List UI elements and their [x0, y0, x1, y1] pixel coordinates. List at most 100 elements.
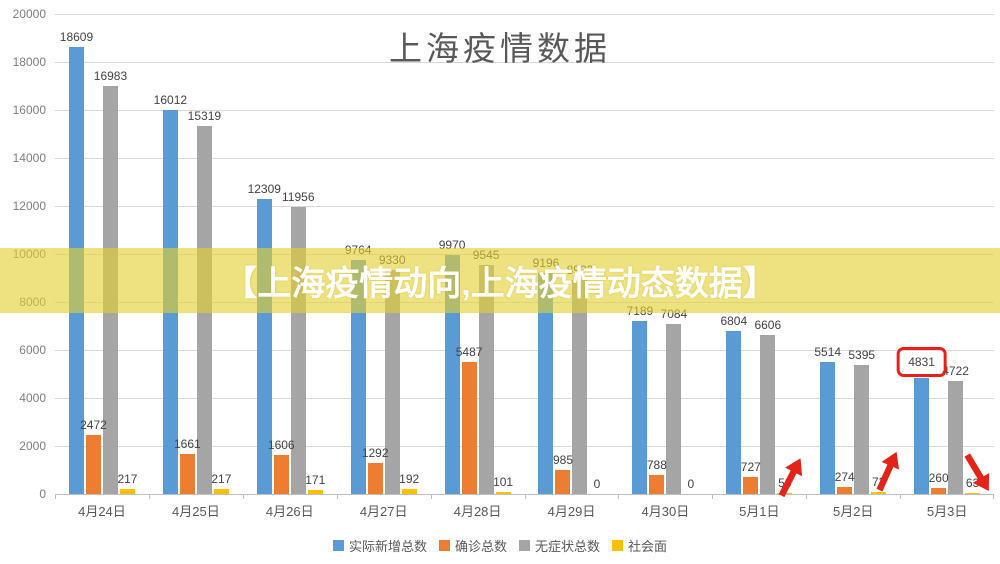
bar-fill	[854, 364, 870, 494]
bar-value-label: 6804	[720, 313, 748, 328]
legend-swatch-icon	[519, 540, 530, 551]
bar-group: 997054879545101	[431, 14, 525, 494]
grid-line	[55, 206, 994, 207]
grid-line	[55, 446, 994, 447]
legend-swatch-icon	[612, 540, 624, 551]
bar-fill	[273, 455, 289, 494]
trend-arrow-up-icon	[773, 454, 810, 501]
bar-value-label: 12309	[247, 181, 281, 196]
bar-fill	[931, 487, 947, 494]
bar-group: 6804727660658	[712, 14, 806, 494]
bar-value-label: 1661	[174, 437, 201, 452]
bar-group: 4831 260 4722 63	[896, 14, 994, 494]
x-axis-tick	[55, 494, 56, 499]
bar-fill	[760, 335, 776, 494]
y-tick-label: 6000	[19, 343, 46, 357]
bar-groups: 18609 2472 16983 217 16012 1661 15319 217 12309 1…	[55, 14, 994, 494]
x-axis-tick	[524, 494, 526, 499]
x-category-label: 4月30日	[641, 504, 690, 519]
bar-fill	[350, 259, 366, 494]
plot-area: 18609 2472 16983 217 16012 1661 15319 217 12309 1…	[55, 14, 994, 495]
bar-value-label: 260	[928, 470, 949, 485]
bar-fill	[213, 488, 229, 494]
legend-item: 确诊总数	[438, 536, 507, 555]
bar-value-label: 1292	[361, 446, 389, 460]
bar-fill	[401, 489, 417, 494]
bar-fill	[179, 454, 195, 494]
bar-value-label: 192	[399, 472, 420, 487]
bar-value-label: 101	[493, 474, 514, 489]
bar-value-label: 274	[834, 470, 855, 485]
bar-value-label: 171	[305, 472, 326, 487]
grid-line	[55, 398, 994, 399]
bar-value-label: 6606	[754, 318, 782, 333]
banner-text: 【上海疫情动向,上海疫情动态数据】	[223, 265, 777, 303]
x-axis-tick	[618, 494, 620, 499]
grid-line	[55, 110, 994, 111]
grid-line	[55, 350, 994, 351]
x-category-label: 4月27日	[359, 504, 408, 519]
y-tick-label: 0	[39, 487, 46, 501]
bar-value-label: 15319	[187, 109, 222, 124]
legend-label: 实际新增总数	[348, 539, 427, 554]
x-axis: 4月24日 4月25日 4月26日 4月27日 4月28日 4月29日 4月30日 5月1日 5…	[55, 501, 994, 520]
legend-item: 社会面	[612, 536, 667, 555]
bar-group: 718978870840	[618, 14, 712, 494]
x-category-label: 5月1日	[739, 504, 780, 519]
bar-fill	[478, 264, 494, 494]
bar-value-label: 985	[552, 453, 573, 468]
bar-fill	[743, 476, 759, 494]
bar-group: 976412929330192	[337, 14, 431, 494]
bar-value-label: 16012	[153, 92, 188, 107]
bar-value-label: 0	[687, 477, 695, 491]
x-category-label: 4月29日	[547, 504, 596, 519]
bar-value-label: 16983	[93, 69, 128, 84]
chart-title: 上海疫情数据	[389, 30, 611, 67]
bar-fill	[307, 489, 323, 494]
x-axis-tick	[993, 494, 994, 499]
x-category-label: 4月28日	[453, 504, 502, 519]
x-axis-tick	[336, 494, 338, 499]
bar-fill	[538, 273, 554, 494]
legend-label: 确诊总数	[454, 539, 507, 554]
bar-value-label: 18609	[59, 30, 94, 45]
bar-fill	[495, 491, 511, 494]
bar-value-label: 11956	[282, 190, 315, 205]
legend: 实际新增总数 确诊总数 无症状总数 社会面	[0, 536, 1000, 555]
x-axis-tick	[900, 494, 902, 499]
y-tick-label: 16000	[12, 103, 46, 117]
x-axis-tick	[242, 494, 244, 499]
bar-fill	[572, 279, 588, 494]
y-tick-label: 4000	[19, 391, 46, 405]
bar-fill	[85, 434, 101, 494]
bar-fill	[666, 323, 682, 494]
bar-fill	[367, 463, 383, 494]
legend-swatch-icon	[438, 540, 450, 551]
bar-value-label: 5395	[848, 347, 876, 362]
x-category-label: 4月24日	[78, 504, 126, 519]
grid-line	[55, 158, 994, 159]
bar-fill	[820, 361, 836, 494]
bar-fill	[384, 270, 400, 494]
grid-line	[55, 14, 994, 15]
y-tick-label: 18000	[12, 55, 46, 69]
grid-line	[55, 62, 994, 63]
bar-value-label: 217	[211, 471, 232, 486]
bar-fill	[555, 470, 571, 494]
bar-value-label: 788	[646, 458, 667, 473]
bar-value-label: 4722	[942, 363, 969, 378]
bar-fill	[119, 488, 135, 494]
x-axis-tick	[148, 494, 150, 499]
bar-fill	[837, 487, 853, 494]
bar-value-label: 5487	[455, 345, 483, 360]
y-tick-label: 12000	[12, 199, 46, 213]
bar-fill	[948, 380, 964, 494]
bar-fill	[914, 378, 930, 494]
legend-swatch-icon	[332, 540, 344, 551]
x-axis-tick	[712, 494, 714, 499]
y-tick-label: 20000	[12, 7, 46, 21]
x-axis-tick	[430, 494, 432, 499]
bar-fill	[965, 492, 981, 494]
x-category-label: 5月3日	[926, 504, 968, 519]
